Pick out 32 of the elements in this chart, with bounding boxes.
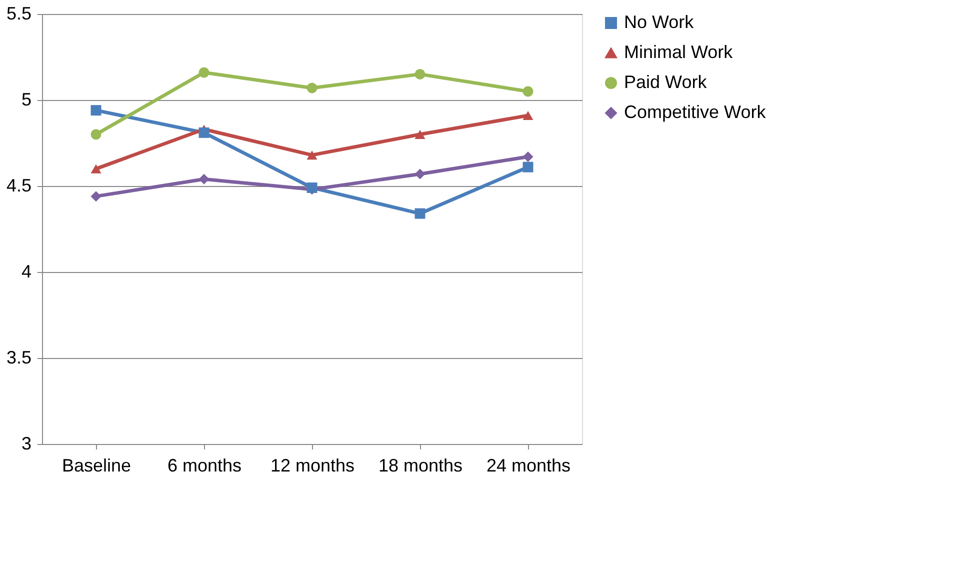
y-tick-label: 5 — [21, 90, 32, 110]
point — [198, 67, 210, 78]
x-tick-label: Baseline — [62, 456, 132, 476]
point — [522, 110, 534, 120]
point — [90, 129, 102, 140]
y-tick-label: 4.5 — [6, 176, 32, 196]
point — [90, 191, 102, 202]
legend-label: Competitive Work — [624, 102, 767, 122]
legend-label: Paid Work — [624, 72, 708, 92]
y-tick-label: 4 — [21, 262, 32, 282]
x-tick-label: 24 months — [486, 456, 571, 476]
point — [198, 127, 210, 138]
y-tick-label: 5.5 — [6, 4, 32, 24]
y-tick-label: 3 — [21, 434, 32, 454]
x-tick-label: 6 months — [167, 456, 242, 476]
y-tick-label: 3.5 — [6, 348, 32, 368]
x-tick-label: 12 months — [270, 456, 355, 476]
point — [414, 130, 426, 139]
point — [90, 105, 102, 116]
point — [522, 152, 534, 162]
point — [414, 68, 426, 80]
point — [522, 86, 534, 97]
legend-label: Minimal Work — [624, 42, 734, 62]
point — [306, 150, 318, 160]
legend-label: No Work — [624, 12, 695, 32]
x-tick-label: 18 months — [378, 456, 463, 476]
point — [522, 162, 534, 172]
point — [198, 174, 210, 184]
point — [414, 168, 426, 180]
point — [306, 82, 318, 94]
point — [414, 208, 426, 219]
point — [90, 164, 102, 174]
